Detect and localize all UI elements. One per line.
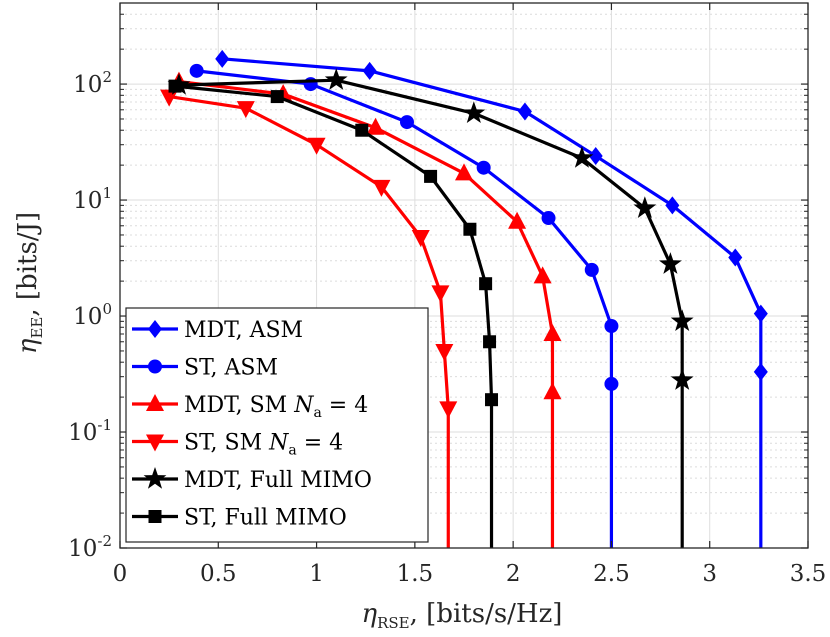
data-point [633, 196, 657, 218]
data-point [435, 343, 454, 361]
legend-entry: MDT, Full MIMO [132, 467, 372, 493]
data-point [307, 137, 326, 155]
data-point [517, 102, 532, 121]
data-point [570, 146, 594, 168]
data-point [362, 61, 377, 80]
legend-entry: MDT, SM Na = 4 [132, 393, 368, 421]
legend-marker [148, 359, 162, 374]
x-tick-labels: 0 0.5 1 1.5 2 2.5 3 3.5 [113, 561, 827, 587]
y-tick-label: 10-1 [68, 416, 112, 446]
legend-label: ST, ASM [184, 356, 278, 381]
legend-box [125, 307, 429, 543]
data-point [462, 101, 486, 123]
y-tick-label: 100 [73, 300, 112, 330]
data-point [168, 79, 182, 93]
y-tick-label: 102 [73, 68, 112, 98]
data-point [753, 304, 768, 323]
data-point [485, 393, 499, 407]
plot-frame [119, 2, 809, 549]
data-point [411, 230, 430, 248]
x-tick-label: 0.5 [200, 561, 237, 587]
legend-label: ST, SM Na = 4 [184, 431, 343, 459]
data-point [588, 146, 603, 165]
x-tick-label: 2 [506, 561, 521, 587]
x-tick-label: 2.5 [593, 561, 630, 587]
data-point [270, 90, 284, 104]
data-point [670, 368, 694, 390]
data-point [455, 163, 473, 181]
x-tick-label: 0 [113, 561, 128, 587]
data-point [753, 362, 768, 381]
legend-label: MDT, SM Na = 4 [184, 393, 368, 421]
series-5 [168, 79, 499, 548]
y-axis-title: ηEE, [bits/J] [13, 212, 46, 354]
data-point [479, 277, 493, 291]
x-tick-label: 3.5 [790, 561, 827, 587]
y-tick-label: 101 [73, 184, 112, 214]
data-point [670, 309, 694, 332]
series-line [178, 80, 555, 393]
legend-label: MDT, Full MIMO [184, 468, 372, 493]
legend-entry: MDT, ASM [132, 318, 303, 343]
data-point [665, 196, 680, 215]
legend-marker [143, 467, 167, 489]
data-point [533, 266, 552, 284]
data-point [584, 262, 599, 277]
data-point [303, 77, 318, 92]
x-axis-title: ηRSE, [bits/s/Hz] [362, 599, 563, 632]
legend-label: MDT, ASM [184, 318, 303, 343]
data-point [604, 319, 619, 334]
data-point [476, 160, 491, 175]
data-point [508, 211, 527, 229]
x-tick-label: 1 [309, 561, 324, 587]
data-point [604, 376, 619, 391]
legend-entry: ST, SM Na = 4 [132, 431, 343, 459]
series-3 [160, 89, 458, 548]
data-point [189, 63, 204, 78]
data-point [399, 115, 414, 130]
ticks-layer [119, 3, 809, 549]
data-point [160, 89, 179, 107]
series-line [222, 57, 763, 372]
legend-marker [146, 394, 164, 411]
legend-marker [146, 434, 164, 452]
data-point [215, 49, 230, 68]
series-2 [169, 71, 562, 548]
series-line [174, 84, 494, 400]
legend-entry: ST, Full MIMO [132, 506, 347, 531]
data-point [541, 211, 556, 226]
data-point [324, 68, 348, 90]
data-point [355, 123, 369, 137]
legend-label: ST, Full MIMO [184, 506, 347, 531]
x-tick-label: 3 [702, 561, 717, 587]
legend: MDT, ASM ST, ASM MDT, SM Na = 4 ST, SM Na =… [125, 307, 429, 543]
data-point [658, 252, 682, 274]
data-point [463, 222, 477, 236]
series-layer [160, 49, 768, 548]
series-0 [215, 49, 768, 548]
data-point [236, 101, 255, 119]
data-point [431, 285, 450, 303]
series-line [168, 94, 450, 409]
data-point [366, 117, 385, 135]
data-point [543, 382, 562, 400]
data-point [372, 179, 391, 197]
legend-marker [148, 320, 162, 338]
legend-marker [148, 510, 162, 523]
series-line [196, 69, 614, 384]
x-tick-label: 1.5 [397, 561, 434, 587]
data-point [543, 324, 562, 342]
data-point [728, 248, 743, 267]
data-point [424, 169, 438, 183]
data-point [483, 335, 497, 349]
data-point [439, 401, 458, 419]
legend-entry: ST, ASM [132, 356, 278, 381]
y-tick-labels: 10-2 10-1 100 101 102 [68, 68, 112, 562]
y-tick-label: 10-2 [68, 532, 112, 562]
series-line [178, 78, 684, 381]
